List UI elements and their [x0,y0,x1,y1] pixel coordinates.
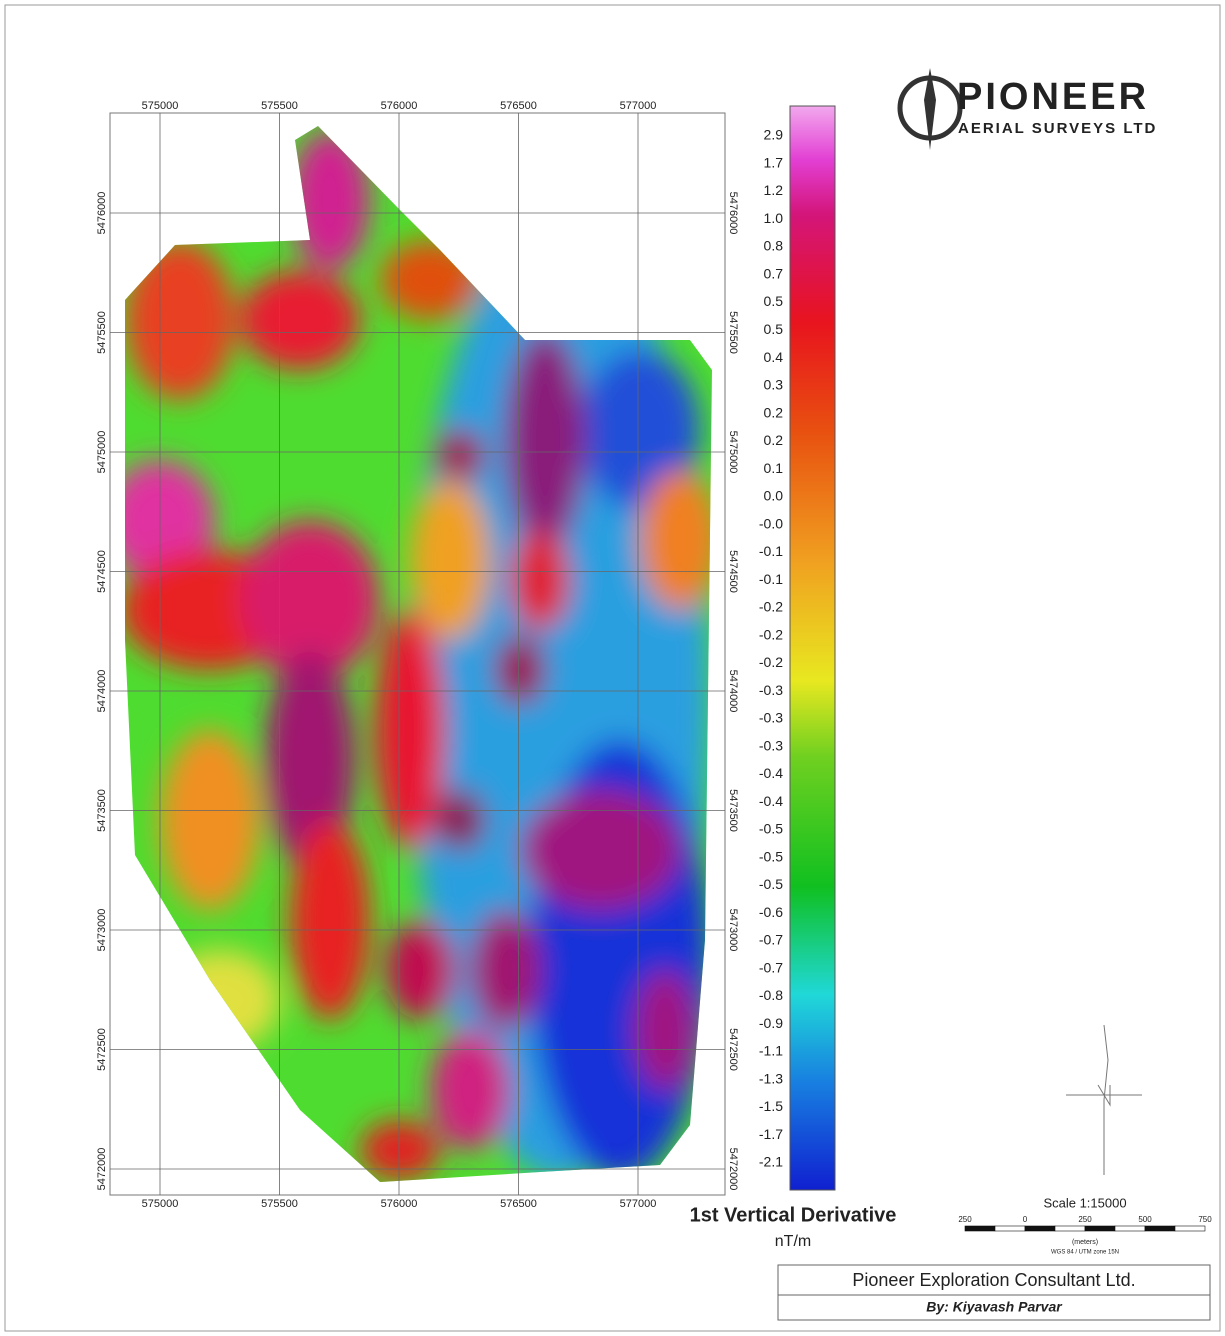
scale-tick-label: 750 [1198,1215,1212,1224]
y-tick-label: 5472000 [727,1148,739,1191]
logo: PIONEER AERIAL SURVEYS LTD [900,68,1157,150]
footer-author: By: Kiyavash Parvar [926,1299,1063,1315]
scale-tick-label: 500 [1138,1215,1152,1224]
color-bar-label: -0.5 [759,876,783,892]
y-tick-label: 5473000 [96,909,108,952]
scale-bar-segment [1085,1226,1115,1231]
color-bar-label: -0.6 [759,904,783,920]
scale-bar-segment [965,1226,995,1231]
color-bar-label: -0.3 [759,682,783,698]
scale-tick-label: 250 [958,1215,972,1224]
x-tick-label: 575500 [261,1198,298,1210]
color-bar-label: 0.7 [764,265,784,281]
logo-subtitle: AERIAL SURVEYS LTD [958,120,1157,137]
color-bar-label: 0.5 [764,321,784,337]
x-tick-label: 575000 [142,1198,179,1210]
color-bar-label: 1.2 [764,182,784,198]
color-bar-label: -0.1 [759,543,783,559]
color-bar-label: 0.2 [764,404,784,420]
scale-title: Scale 1:15000 [1043,1195,1126,1210]
color-bar-label: -0.9 [759,1015,783,1031]
color-bar-label: -0.7 [759,932,783,948]
x-tick-label: 576500 [500,1198,537,1210]
y-tick-label: 5473500 [727,789,739,832]
scale-bar-segment [1115,1226,1145,1231]
y-tick-label: 5474000 [727,670,739,713]
y-tick-label: 5476000 [727,192,739,235]
color-bar-label: -0.7 [759,959,783,975]
north-arrow [1066,1025,1142,1175]
y-tick-label: 5476000 [96,192,108,235]
x-tick-label: 576000 [381,1198,418,1210]
y-tick-label: 5475000 [727,431,739,474]
logo-name: PIONEER [957,76,1149,118]
color-bar-label: 0.8 [764,238,784,254]
scale-unit: (meters) [1072,1239,1098,1246]
color-bar-label: -0.2 [759,626,783,642]
y-tick-label: 5472500 [96,1028,108,1071]
color-bar-label: -1.5 [759,1098,783,1114]
x-tick-label: 577000 [620,100,657,112]
x-tick-label: 575000 [142,100,179,112]
survey-grid [100,100,740,1200]
color-bar-label: -0.5 [759,821,783,837]
color-bar-label: -0.2 [759,599,783,615]
color-bar-label: 0.2 [764,432,784,448]
x-tick-label: 577000 [620,1198,657,1210]
scale-bar-segment [1175,1226,1205,1231]
color-bar-label: -0.4 [759,765,783,781]
color-bar-label: 1.7 [764,154,784,170]
y-tick-label: 5475500 [727,311,739,354]
color-bar-label: -1.7 [759,1126,783,1142]
scale-bar-segment [1145,1226,1175,1231]
color-bar-label: -1.1 [759,1043,783,1059]
scale-bar-segment [1055,1226,1085,1231]
color-bar-label: 1.0 [764,210,784,226]
color-bar-label: -0.3 [759,737,783,753]
scale-tick-label: 250 [1078,1215,1092,1224]
color-bar-label: -0.3 [759,710,783,726]
scale-bar-segment [995,1226,1025,1231]
y-tick-label: 5475000 [96,431,108,474]
scale-tick-label: 0 [1023,1215,1028,1224]
scale-projection: WGS 84 / UTM zone 15N [1051,1250,1119,1256]
x-tick-label: 576500 [500,100,537,112]
color-bar-label: 0.5 [764,293,784,309]
color-bar-label: 0.3 [764,377,784,393]
x-tick-label: 576000 [381,100,418,112]
color-bar-label: 0.4 [764,349,784,365]
y-tick-label: 5474500 [96,550,108,593]
legend-title: 1st Vertical Derivative [690,1204,897,1226]
y-tick-label: 5472000 [96,1148,108,1191]
scale-bar-segment [1025,1226,1055,1231]
color-bar-label: -2.1 [759,1154,783,1170]
color-bar-label: -0.2 [759,654,783,670]
color-bar-label: -1.3 [759,1070,783,1086]
color-bar-label: -0.1 [759,571,783,587]
color-bar-label: -0.0 [759,515,783,531]
color-bar [790,106,835,1190]
y-tick-label: 5472500 [727,1028,739,1071]
y-tick-label: 5474000 [96,670,108,713]
page: 575000 575000 575500 575500 576000 576000 5765… [0,0,1225,1336]
y-tick-label: 5473000 [727,909,739,952]
legend-unit: nT/m [775,1233,811,1250]
color-bar-label: 2.9 [764,127,784,143]
y-tick-label: 5474500 [727,550,739,593]
color-bar-label: -0.8 [759,987,783,1003]
color-bar-label: -0.5 [759,848,783,864]
x-tick-label: 575500 [261,100,298,112]
footer-company: Pioneer Exploration Consultant Ltd. [852,1270,1135,1290]
y-tick-label: 5473500 [96,789,108,832]
y-tick-label: 5475500 [96,311,108,354]
color-bar-label: 0.0 [764,488,784,504]
color-bar-label: 0.1 [764,460,784,476]
color-bar-label: -0.4 [759,793,783,809]
